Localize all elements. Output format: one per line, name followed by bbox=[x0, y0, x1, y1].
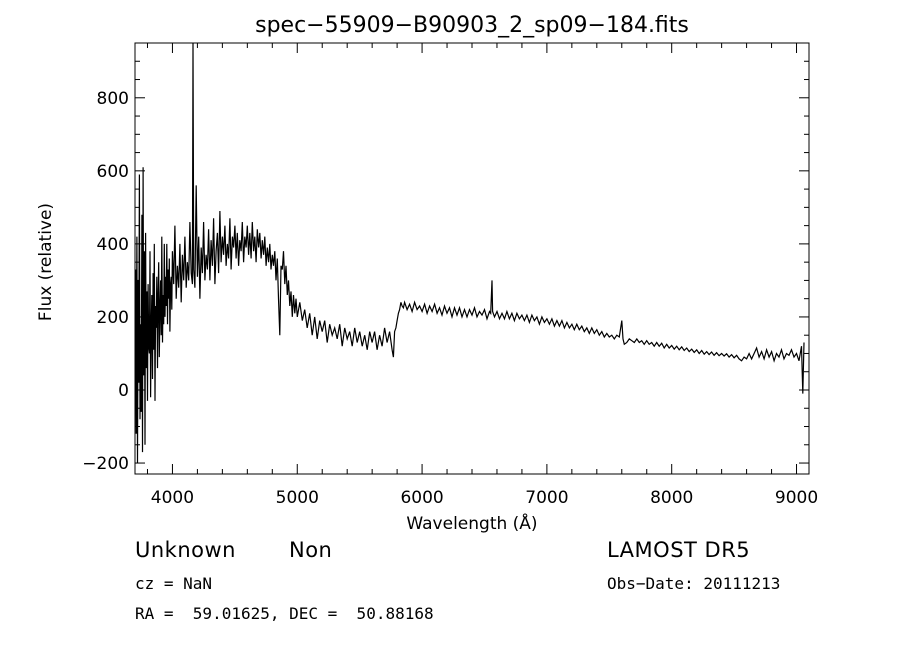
y-tick-label: 0 bbox=[118, 381, 129, 401]
x-tick-label: 4000 bbox=[151, 488, 194, 508]
y-tick-label: 200 bbox=[97, 308, 129, 328]
object-subclass: Non bbox=[289, 538, 333, 562]
x-tick-label: 6000 bbox=[400, 488, 443, 508]
series-layer bbox=[135, 43, 805, 464]
object-class: Unknown bbox=[135, 538, 236, 562]
x-tick-label: 9000 bbox=[775, 488, 818, 508]
x-tick-label: 7000 bbox=[525, 488, 568, 508]
x-tick-label: 5000 bbox=[276, 488, 319, 508]
axis-tick-labels: 4000 5000 6000 7000 8000 9000 −200 0 200 400 600 80… bbox=[82, 89, 818, 508]
coordinates-readout: RA = 59.01625, DEC = 50.88168 bbox=[135, 604, 434, 623]
survey-name: LAMOST DR5 bbox=[607, 538, 751, 562]
redshift-readout: cz = NaN bbox=[135, 574, 213, 593]
y-tick-label: 800 bbox=[97, 89, 129, 109]
y-tick-label: 400 bbox=[97, 235, 129, 255]
y-tick-label: 600 bbox=[97, 162, 129, 182]
observation-date: Obs−Date: 20111213 bbox=[607, 574, 781, 593]
x-tick-label: 8000 bbox=[650, 488, 693, 508]
y-axis-label: Flux (relative) bbox=[36, 203, 56, 321]
chart-title: spec−55909−B90903_2_sp09−184.fits bbox=[255, 13, 689, 38]
spectrum-line-0 bbox=[135, 43, 805, 464]
x-axis-label: Wavelength (Å) bbox=[406, 512, 537, 534]
y-tick-label: −200 bbox=[82, 454, 129, 474]
